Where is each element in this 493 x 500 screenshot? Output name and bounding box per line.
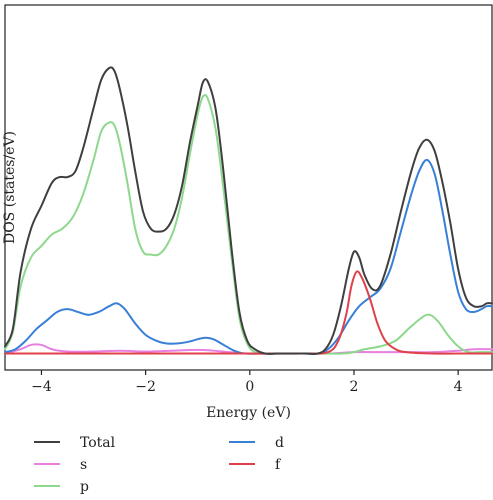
y-axis-label: DOS (states/eV) (2, 131, 18, 244)
series-line-f (4, 270, 493, 355)
axis-layer: −4 −2 0 2 4 (31, 370, 463, 395)
x-tick-label: −2 (135, 379, 156, 395)
plot-border (4, 4, 493, 371)
legend-label: Total (80, 435, 116, 451)
x-tick-label: −4 (31, 379, 52, 395)
series-line-total (4, 66, 493, 355)
series-line-d (4, 158, 493, 355)
x-tick-label: 2 (350, 379, 359, 395)
legend-label: p (80, 479, 89, 495)
legend-item-s: s (34, 457, 87, 473)
x-tick-label: 0 (245, 379, 254, 395)
legend-item-d: d (229, 435, 284, 451)
legend-item-p: p (34, 479, 89, 495)
series-layer (4, 66, 493, 355)
legend: Total sp df (34, 435, 284, 495)
legend-label: d (275, 435, 284, 451)
legend-item-f: f (229, 457, 282, 473)
series-line-p (4, 94, 493, 355)
legend-label: s (80, 457, 87, 473)
x-tick-label: 4 (454, 379, 463, 395)
legend-item-total: Total (34, 435, 116, 451)
plot-frame (4, 4, 493, 371)
legend-label: f (275, 457, 282, 473)
x-axis-label: Energy (eV) (206, 405, 291, 421)
